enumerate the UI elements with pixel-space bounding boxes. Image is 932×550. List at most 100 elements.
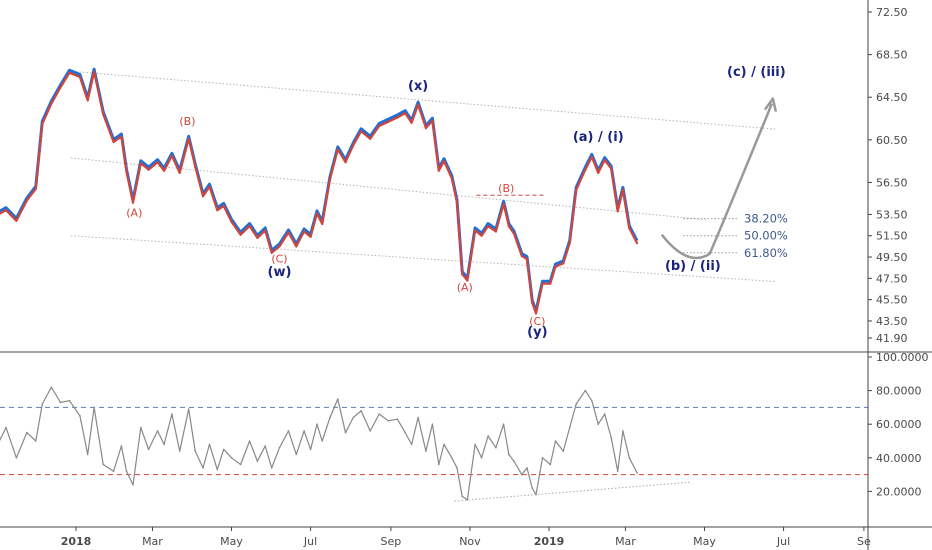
oscillator-point: [513, 460, 515, 463]
oscillator-point: [68, 399, 71, 402]
price-point: [187, 137, 190, 140]
price-point: [417, 103, 420, 106]
oscillator-point: [396, 418, 399, 421]
oscillator-point: [102, 463, 104, 466]
price-point: [287, 231, 290, 234]
price-point: [369, 137, 372, 140]
oscillator-axis-tick-label: 80.0000: [876, 385, 922, 398]
price-point: [424, 127, 427, 130]
oscillator-point: [287, 430, 290, 432]
oscillator-point: [256, 460, 259, 463]
oscillator-point: [171, 413, 173, 415]
oscillator-point: [239, 463, 242, 466]
price-point: [554, 265, 557, 268]
price-axis-tick-label: 60.50: [876, 134, 908, 147]
time-axis-tick-label: Mar: [615, 535, 636, 548]
price-point: [534, 312, 538, 315]
price-point: [125, 170, 128, 173]
oscillator-point: [112, 470, 115, 473]
price-point: [201, 195, 205, 198]
oscillator-point: [628, 457, 631, 459]
price-point: [321, 222, 324, 226]
time-axis-tick-label: May: [220, 535, 243, 548]
fib-level-label-3: 61.80%: [744, 246, 788, 260]
price-point: [194, 165, 197, 168]
oscillator-point: [360, 410, 362, 412]
price-axis-tick-label: 51.50: [876, 230, 908, 243]
oscillator-axis-tick-label: 60.0000: [876, 418, 922, 431]
price-point: [437, 169, 440, 172]
price-axis-tick-label: 43.50: [876, 315, 908, 328]
price-axis-tick-label: 68.50: [876, 49, 908, 62]
wave-label-major: (y): [527, 325, 547, 340]
projection-arrow-path: [660, 103, 774, 260]
price-point: [120, 135, 123, 138]
wave-label-minor: (C): [529, 315, 545, 328]
price-point: [512, 232, 516, 235]
time-axis-tick-label: May: [693, 535, 716, 548]
oscillator-point: [147, 448, 150, 451]
oscillator-point: [487, 435, 489, 437]
wave-label-major: (b) / (ii): [665, 259, 721, 274]
oscillator-point: [378, 413, 381, 415]
price-point: [147, 168, 150, 171]
price-point: [494, 230, 497, 233]
time-axis-tick-label: Se: [857, 535, 871, 548]
oscillator-point: [208, 443, 211, 446]
oscillator-point: [610, 436, 612, 439]
price-axis-tick-label: 56.50: [876, 176, 908, 189]
price-point: [208, 185, 211, 188]
price-point: [93, 70, 96, 73]
price-pane: 38.20%50.00%61.80%(A)(B)(C)(A)(B)(C)(w)(…: [0, 65, 788, 340]
price-point: [603, 159, 606, 162]
price-point: [541, 282, 544, 285]
price-point: [222, 204, 225, 207]
oscillator-point: [344, 431, 347, 434]
price-point: [131, 201, 135, 204]
price-point: [568, 242, 571, 245]
price-series-line: [0, 70, 639, 315]
price-point: [239, 233, 242, 236]
oscillator-point: [575, 403, 577, 405]
fib-level-label-2: 50.00%: [744, 229, 788, 243]
oscillator-point: [369, 430, 372, 432]
oscillator-point: [531, 487, 533, 489]
oscillator-point: [443, 443, 445, 446]
oscillator-point: [194, 450, 196, 452]
price-point: [507, 225, 510, 228]
price-point: [170, 154, 173, 157]
time-axis-tick-label: Jul: [303, 535, 317, 548]
oscillator-point: [140, 426, 142, 429]
oscillator-point: [404, 431, 407, 434]
price-point: [139, 162, 142, 165]
price-point: [628, 227, 631, 230]
oscillator-point: [264, 445, 267, 447]
price-point: [584, 168, 587, 171]
price-point: [549, 282, 552, 285]
price-point: [520, 254, 523, 258]
oscillator-point: [222, 448, 225, 451]
price-point: [636, 242, 639, 245]
oscillator-point: [15, 457, 18, 459]
price-point: [474, 229, 477, 232]
oscillator-point: [438, 463, 440, 466]
oscillator-point: [549, 463, 552, 466]
price-point: [487, 225, 490, 228]
oscillator-point: [120, 445, 123, 447]
price-point: [25, 199, 28, 202]
wave-label-major: (a) / (i): [573, 130, 624, 145]
oscillator-point: [508, 453, 510, 456]
price-point: [256, 236, 259, 239]
time-axis-tick-label: Jul: [776, 535, 790, 548]
oscillator-point: [456, 467, 458, 469]
oscillator-point: [329, 416, 331, 419]
oscillator-point: [480, 457, 483, 459]
price-point: [404, 112, 407, 115]
price-point: [112, 140, 115, 144]
wave-label-minor: (B): [179, 115, 195, 128]
price-point: [295, 245, 298, 248]
price-point: [442, 160, 446, 163]
price-point: [248, 225, 251, 228]
price-point: [156, 161, 159, 164]
